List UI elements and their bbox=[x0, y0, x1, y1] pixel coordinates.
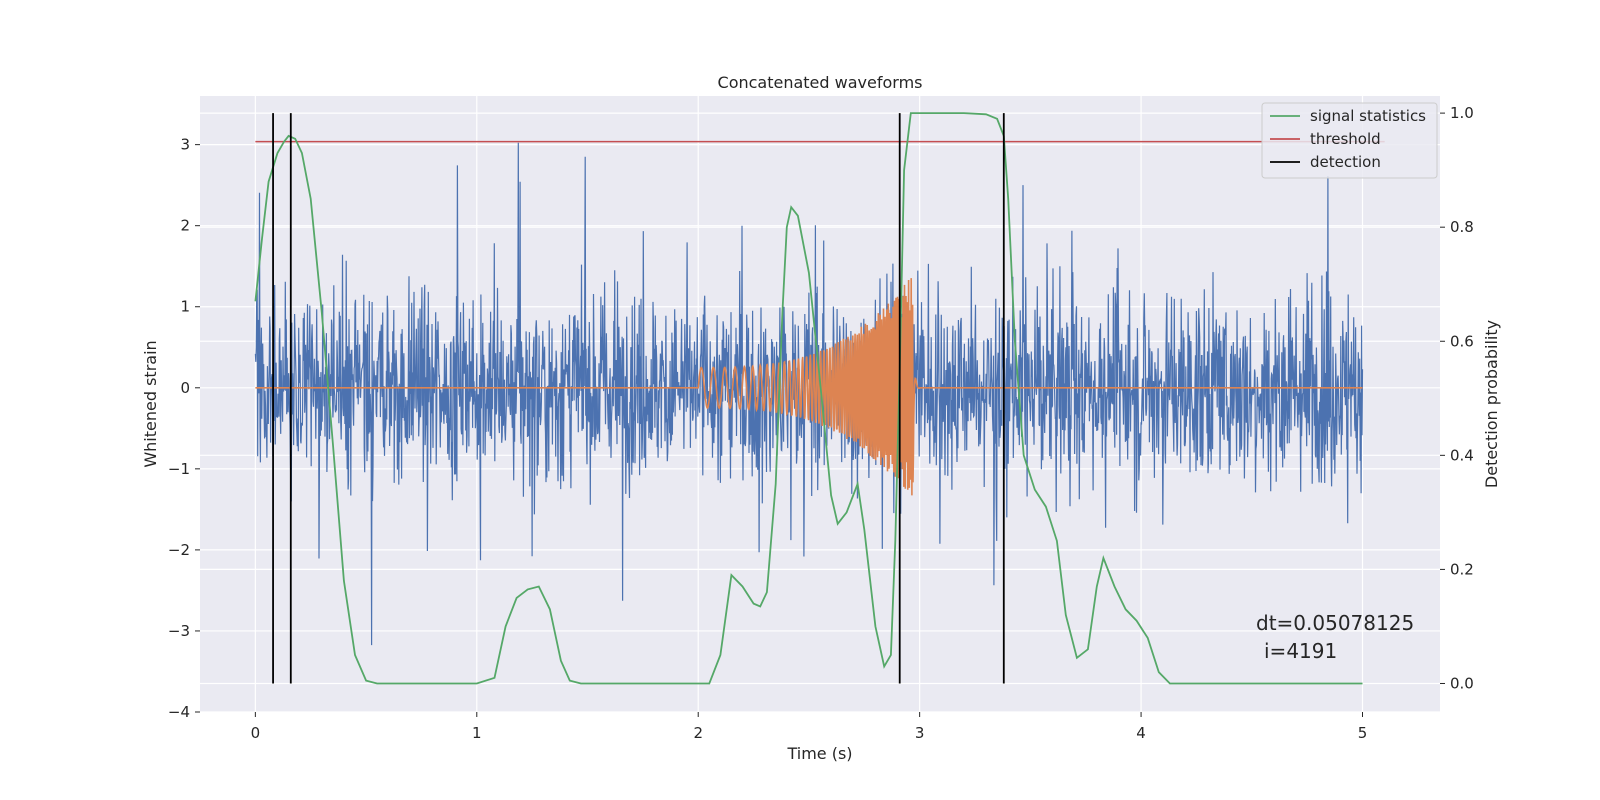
x-tick-label: 1 bbox=[472, 724, 482, 742]
x-tick-labels: 0 1 2 3 4 5 bbox=[251, 712, 1368, 742]
legend: signal statistics threshold detection bbox=[1261, 102, 1438, 179]
legend-box bbox=[1261, 102, 1438, 179]
y-tick-label: 2 bbox=[180, 217, 190, 235]
series-layer bbox=[254, 112, 1385, 685]
annotation-dt: dt=0.05078125 bbox=[1256, 611, 1414, 635]
y-tick-label: −2 bbox=[168, 541, 190, 559]
x-tick-label: 5 bbox=[1358, 724, 1368, 742]
y-tick-labels: −4 −3 −2 −1 0 1 2 3 bbox=[168, 136, 200, 721]
y-tick-label: −4 bbox=[168, 703, 190, 721]
injected-waveform-line bbox=[255, 278, 1363, 496]
y2-tick-label: 0.0 bbox=[1450, 674, 1474, 692]
y2-tick-labels: 0.0 0.2 0.4 0.6 0.8 1.0 bbox=[1440, 104, 1474, 692]
y-axis-label: Whitened strain bbox=[141, 340, 160, 467]
y2-tick-label: 0.2 bbox=[1450, 560, 1474, 578]
y2-tick-label: 0.6 bbox=[1450, 332, 1474, 350]
y2-tick-label: 0.4 bbox=[1450, 446, 1474, 464]
strain-noise-line bbox=[254, 142, 1364, 646]
y-tick-label: −1 bbox=[168, 460, 190, 478]
y-tick-label: 1 bbox=[180, 298, 190, 316]
y2-gridlines bbox=[200, 112, 1440, 685]
signal-statistics-line bbox=[254, 112, 1363, 685]
legend-label-signal-statistics: signal statistics bbox=[1310, 107, 1426, 125]
legend-label-threshold: threshold bbox=[1310, 130, 1381, 148]
x-tick-label: 4 bbox=[1136, 724, 1146, 742]
x-axis-label: Time (s) bbox=[786, 744, 852, 763]
y2-axis-label: Detection probability bbox=[1482, 320, 1501, 488]
y2-tick-label: 1.0 bbox=[1450, 104, 1474, 122]
y2-tick-label: 0.8 bbox=[1450, 218, 1474, 236]
legend-label-detection: detection bbox=[1310, 153, 1381, 171]
x-tick-label: 0 bbox=[251, 724, 261, 742]
x-tick-label: 2 bbox=[693, 724, 703, 742]
y-tick-label: 3 bbox=[180, 136, 190, 154]
chart-title: Concatenated waveforms bbox=[718, 73, 923, 92]
x-tick-label: 3 bbox=[915, 724, 925, 742]
y-tick-label: 0 bbox=[180, 379, 190, 397]
annotation-index: i=4191 bbox=[1264, 639, 1337, 663]
y-tick-label: −3 bbox=[168, 622, 190, 640]
